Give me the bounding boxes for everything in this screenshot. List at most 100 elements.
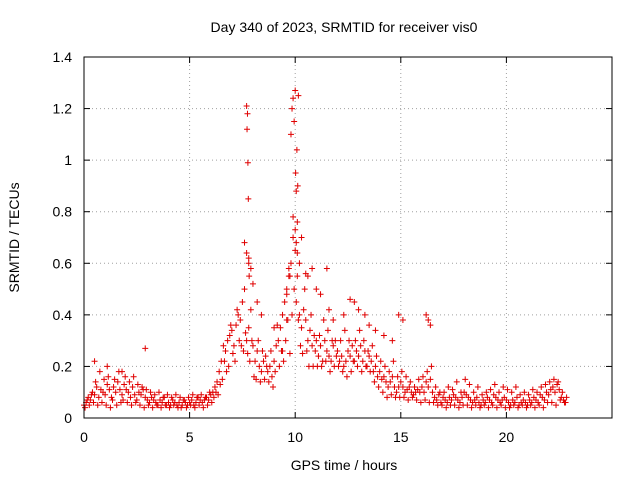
data-point bbox=[293, 239, 300, 246]
data-point bbox=[127, 394, 134, 401]
data-point bbox=[545, 391, 552, 398]
data-point bbox=[239, 298, 246, 305]
data-point bbox=[538, 384, 545, 391]
data-point bbox=[274, 322, 281, 329]
data-point bbox=[119, 391, 126, 398]
data-point bbox=[172, 391, 179, 398]
data-point bbox=[510, 402, 517, 409]
data-point bbox=[421, 389, 428, 396]
data-point bbox=[86, 402, 93, 409]
data-point bbox=[327, 368, 334, 375]
data-point bbox=[106, 386, 113, 393]
data-point bbox=[448, 396, 455, 403]
data-point bbox=[474, 384, 481, 391]
data-point bbox=[139, 384, 146, 391]
data-point bbox=[111, 376, 118, 383]
data-point bbox=[158, 404, 165, 411]
data-point bbox=[563, 394, 570, 401]
data-point bbox=[243, 249, 250, 256]
data-point bbox=[457, 389, 464, 396]
data-point bbox=[468, 404, 475, 411]
data-point bbox=[435, 391, 442, 398]
data-point bbox=[244, 350, 251, 357]
data-point bbox=[145, 402, 152, 409]
data-point bbox=[353, 347, 360, 354]
x-tick-label: 10 bbox=[287, 429, 303, 445]
data-point bbox=[149, 404, 156, 411]
data-point bbox=[347, 353, 354, 360]
data-point bbox=[511, 399, 518, 406]
data-point bbox=[298, 234, 305, 241]
data-point bbox=[428, 363, 435, 370]
data-point bbox=[313, 286, 320, 293]
data-point bbox=[301, 286, 308, 293]
data-point bbox=[350, 358, 357, 365]
data-point bbox=[262, 353, 269, 360]
data-point bbox=[375, 384, 382, 391]
data-point bbox=[521, 389, 528, 396]
data-point bbox=[146, 399, 153, 406]
data-point bbox=[488, 399, 495, 406]
data-point bbox=[542, 381, 549, 388]
data-points bbox=[81, 87, 570, 411]
data-point bbox=[409, 394, 416, 401]
data-point bbox=[133, 396, 140, 403]
data-point bbox=[289, 105, 296, 112]
data-point bbox=[529, 386, 536, 393]
data-point bbox=[166, 404, 173, 411]
data-point bbox=[508, 389, 515, 396]
data-point bbox=[430, 399, 437, 406]
data-point bbox=[290, 234, 297, 241]
data-point bbox=[358, 368, 365, 375]
data-point bbox=[441, 389, 448, 396]
data-point bbox=[400, 394, 407, 401]
data-point bbox=[368, 358, 375, 365]
data-point bbox=[227, 322, 234, 329]
data-point bbox=[246, 358, 253, 365]
data-point bbox=[373, 353, 380, 360]
data-point bbox=[355, 353, 362, 360]
data-point bbox=[312, 347, 319, 354]
data-point bbox=[254, 347, 261, 354]
data-point bbox=[281, 298, 288, 305]
data-point bbox=[179, 402, 186, 409]
y-tick-labels: 0 0.2 0.4 0.6 0.8 1 1.2 1.4 bbox=[53, 49, 73, 426]
data-point bbox=[324, 327, 331, 334]
data-point bbox=[352, 337, 359, 344]
data-point bbox=[238, 342, 245, 349]
data-point bbox=[479, 391, 486, 398]
data-point bbox=[293, 146, 300, 153]
data-point bbox=[291, 118, 298, 125]
data-point bbox=[303, 347, 310, 354]
data-point bbox=[376, 368, 383, 375]
data-point bbox=[346, 337, 353, 344]
data-point bbox=[315, 353, 322, 360]
data-point bbox=[325, 306, 332, 313]
data-point bbox=[299, 350, 306, 357]
data-point bbox=[483, 389, 490, 396]
data-point bbox=[188, 396, 195, 403]
data-point bbox=[423, 378, 430, 385]
data-point bbox=[379, 389, 386, 396]
data-point bbox=[271, 358, 278, 365]
data-point bbox=[459, 394, 466, 401]
data-point bbox=[286, 350, 293, 357]
data-point bbox=[451, 402, 458, 409]
data-point bbox=[130, 373, 137, 380]
x-tick-labels: 0 5 10 15 20 bbox=[80, 429, 514, 445]
data-point bbox=[527, 402, 534, 409]
data-point bbox=[248, 337, 255, 344]
data-point bbox=[334, 347, 341, 354]
data-point bbox=[134, 381, 141, 388]
data-point bbox=[160, 394, 167, 401]
data-point bbox=[226, 332, 233, 339]
data-point bbox=[347, 296, 354, 303]
data-point bbox=[308, 311, 315, 318]
data-point bbox=[472, 402, 479, 409]
data-point bbox=[360, 337, 367, 344]
data-point bbox=[298, 324, 305, 331]
data-point bbox=[230, 342, 237, 349]
data-point bbox=[362, 363, 369, 370]
data-point bbox=[183, 404, 190, 411]
data-point bbox=[338, 353, 345, 360]
